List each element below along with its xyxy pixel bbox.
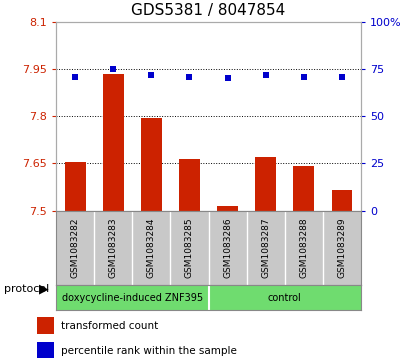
Bar <box>103 74 124 211</box>
Text: GSM1083286: GSM1083286 <box>223 217 232 278</box>
FancyBboxPatch shape <box>37 342 54 358</box>
Point <box>339 74 345 79</box>
Bar <box>217 206 238 211</box>
Point <box>110 66 117 72</box>
Point <box>224 76 231 81</box>
Text: protocol: protocol <box>4 284 49 294</box>
Bar <box>293 167 314 211</box>
Bar <box>332 190 352 211</box>
Text: ▶: ▶ <box>39 282 49 295</box>
Point <box>148 72 155 78</box>
Text: GSM1083284: GSM1083284 <box>147 217 156 278</box>
Point <box>300 74 307 79</box>
Point <box>72 74 78 79</box>
Text: GSM1083285: GSM1083285 <box>185 217 194 278</box>
Text: GSM1083282: GSM1083282 <box>71 217 80 278</box>
Text: control: control <box>268 293 302 303</box>
Point <box>262 72 269 78</box>
Text: GSM1083283: GSM1083283 <box>109 217 118 278</box>
Bar <box>65 162 85 211</box>
Text: GSM1083287: GSM1083287 <box>261 217 270 278</box>
Text: transformed count: transformed count <box>61 321 158 331</box>
Text: GSM1083289: GSM1083289 <box>337 217 347 278</box>
Bar <box>179 159 200 211</box>
Text: percentile rank within the sample: percentile rank within the sample <box>61 346 237 356</box>
Bar <box>255 157 276 211</box>
Point <box>186 74 193 79</box>
FancyBboxPatch shape <box>37 317 54 334</box>
Title: GDS5381 / 8047854: GDS5381 / 8047854 <box>132 3 286 18</box>
Text: doxycycline-induced ZNF395: doxycycline-induced ZNF395 <box>62 293 203 303</box>
Bar <box>141 118 162 211</box>
Text: GSM1083288: GSM1083288 <box>299 217 308 278</box>
